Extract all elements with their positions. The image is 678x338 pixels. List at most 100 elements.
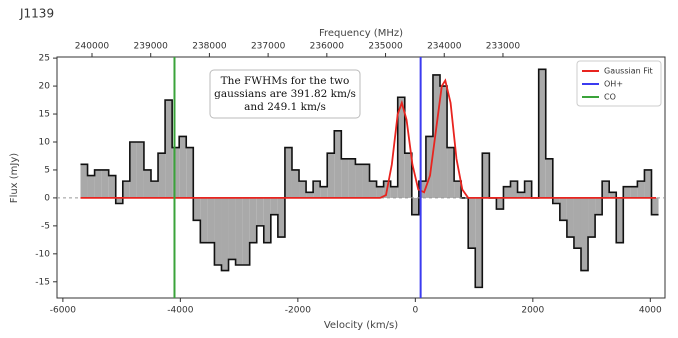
bar	[404, 153, 412, 198]
bar	[291, 169, 300, 198]
x-tick-label: -6000	[50, 306, 76, 316]
bar	[200, 197, 208, 243]
bar	[334, 130, 342, 198]
bar	[602, 181, 610, 198]
bar	[313, 181, 321, 198]
bar	[158, 153, 166, 198]
bar	[306, 192, 314, 198]
bar	[129, 141, 137, 198]
y-tick-label: -5	[41, 221, 50, 231]
bar	[637, 181, 645, 198]
bar	[595, 197, 603, 215]
bar	[270, 197, 278, 215]
bar	[482, 153, 490, 198]
x2-tick-label: 239000	[134, 42, 169, 52]
bar	[320, 186, 328, 198]
x2-tick-label: 240000	[75, 42, 110, 52]
annotation: and 249.1 km/s	[244, 101, 326, 113]
x2-tick-label: 235000	[368, 42, 403, 52]
step-outline	[80, 68, 659, 289]
bar	[623, 186, 631, 198]
bar	[242, 197, 250, 266]
bar	[616, 197, 624, 243]
bar	[207, 197, 215, 243]
bar	[447, 147, 455, 198]
bar	[249, 197, 257, 243]
bar	[341, 158, 349, 198]
x-tick-label: 0	[412, 306, 418, 316]
bar	[284, 147, 292, 198]
x-tick-label: -4000	[167, 306, 193, 316]
bar	[418, 181, 426, 198]
bar	[150, 181, 159, 198]
bar	[580, 197, 589, 271]
x2-tick-label: 236000	[310, 42, 345, 52]
fit-line	[80, 78, 657, 199]
bar	[432, 74, 441, 198]
bar	[369, 181, 377, 198]
bar	[454, 181, 462, 198]
bar	[425, 136, 433, 198]
annotation: gaussians are 391.82 km/s	[214, 88, 356, 100]
bar	[390, 186, 398, 198]
legend-box	[576, 60, 662, 107]
y-tick-label: 15	[39, 110, 50, 120]
annotation-box	[209, 69, 361, 119]
y-tick-label: 10	[39, 137, 51, 147]
bar	[348, 158, 356, 198]
bar	[503, 186, 511, 198]
x2-axis-label: Frequency (MHz)	[319, 28, 403, 39]
bar	[221, 197, 229, 271]
x2-tick-label: 233000	[486, 42, 521, 52]
chart-title: J1139	[19, 7, 54, 21]
x-tick-label: -2000	[285, 306, 311, 316]
bar	[545, 158, 553, 198]
bar	[186, 147, 194, 198]
x-tick-label: 2000	[521, 306, 544, 316]
x2-tick-label: 238000	[192, 42, 227, 52]
bar	[108, 175, 116, 198]
y-tick-label: -15	[35, 277, 50, 287]
bar	[440, 86, 448, 198]
bar	[573, 197, 581, 249]
bar	[566, 197, 574, 238]
x-axis-label: Velocity (km/s)	[324, 320, 398, 331]
bar	[193, 197, 201, 221]
annotation: The FWHMs for the two	[221, 75, 350, 87]
bar	[179, 136, 187, 198]
bar	[559, 197, 567, 221]
bar	[397, 97, 405, 198]
bar	[115, 197, 123, 204]
bar	[644, 169, 652, 198]
bar	[235, 197, 243, 266]
legend-label: Gaussian Fit	[604, 67, 653, 76]
bar	[327, 153, 335, 198]
y-tick-label: 25	[39, 54, 50, 64]
y-tick-label: 5	[44, 165, 50, 175]
legend-label: CO	[604, 93, 616, 102]
bar	[524, 181, 532, 198]
bar	[355, 164, 363, 198]
bar	[143, 169, 151, 198]
bar	[538, 69, 546, 198]
bar	[630, 186, 638, 198]
bar	[101, 169, 109, 198]
bar	[87, 175, 95, 198]
bar	[277, 197, 285, 238]
bar	[496, 197, 504, 210]
x2-tick-label: 234000	[427, 42, 462, 52]
bar	[263, 197, 271, 243]
bar	[122, 181, 130, 198]
bar	[475, 197, 483, 288]
bar	[517, 192, 525, 198]
bar	[510, 181, 518, 198]
y-tick-label: 20	[39, 82, 51, 92]
bar	[411, 197, 419, 215]
y-tick-label: 0	[44, 193, 50, 203]
bar	[165, 100, 173, 198]
bar	[609, 192, 617, 198]
bar	[256, 197, 264, 226]
bar	[94, 169, 102, 198]
bar	[214, 197, 222, 266]
y-axis-label: Flux (mJy)	[9, 153, 20, 203]
